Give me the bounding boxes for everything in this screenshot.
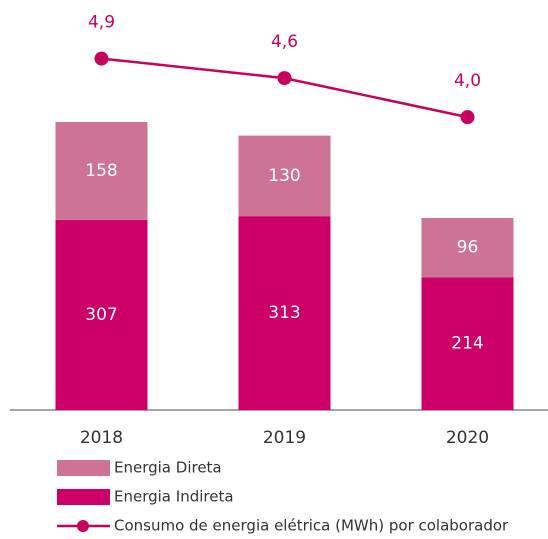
x-tick-label: 2020 [446, 428, 489, 448]
legend-dot [77, 520, 89, 532]
legend-label: Consumo de energia elétrica (MWh) por co… [114, 517, 509, 535]
line-point [94, 51, 109, 66]
bar-segment [55, 122, 148, 220]
legend-swatch [57, 460, 110, 476]
legend-label: Energia Direta [114, 459, 222, 477]
bar-label: 158 [85, 161, 117, 181]
bar-label: 130 [268, 166, 300, 186]
line-point [277, 71, 292, 86]
bar-label: 214 [451, 334, 483, 354]
line-point [460, 110, 475, 125]
bar-segment [55, 219, 148, 410]
bar-segment [238, 135, 331, 217]
bar-segment [421, 218, 514, 278]
bar-label: 307 [85, 305, 117, 325]
bar-label: 313 [268, 303, 300, 323]
x-tick-label: 2019 [263, 428, 306, 448]
bar-segment [238, 216, 331, 410]
line-label: 4,0 [454, 71, 481, 91]
bar-label: 96 [457, 238, 479, 258]
line-label: 4,9 [88, 13, 115, 33]
line-series [101, 57, 468, 119]
x-tick-label: 2018 [80, 428, 123, 448]
legend-swatch [57, 489, 110, 505]
bar-segment [421, 277, 514, 410]
legend-label: Energia Indireta [114, 488, 234, 506]
line-label: 4,6 [271, 32, 298, 52]
